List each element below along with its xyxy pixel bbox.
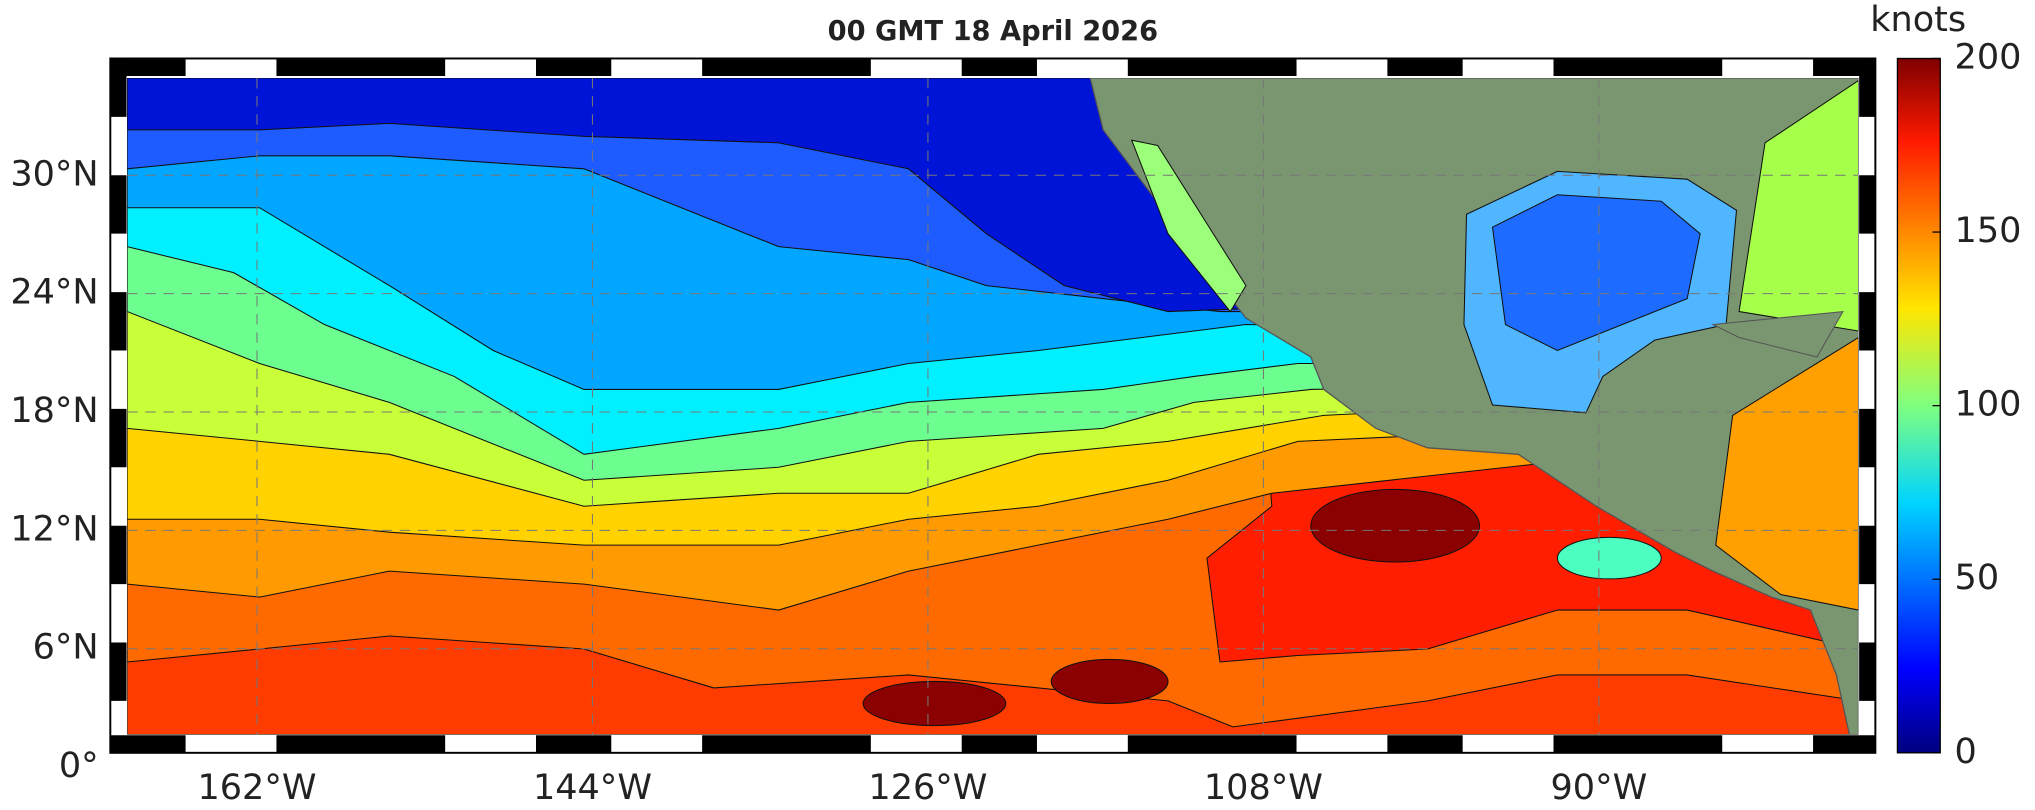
colorbar-label: knots xyxy=(1870,0,1966,40)
y-tick-label: 30°N xyxy=(10,153,98,194)
colorbar-tick-label: 100 xyxy=(1955,384,2022,425)
x-tick-label: 126°W xyxy=(868,767,987,808)
x-tick-label: 162°W xyxy=(197,767,316,808)
x-tick-label: 90°W xyxy=(1551,767,1648,808)
x-tick-label: 144°W xyxy=(533,767,652,808)
colorbar-tick-label: 50 xyxy=(1955,557,2000,598)
y-tick-label: 18°N xyxy=(10,390,98,431)
colorbar-tick-label: 0 xyxy=(1955,731,1977,772)
colorbar-tick-label: 150 xyxy=(1955,210,2022,251)
y-tick-label: 6°N xyxy=(33,627,99,668)
colorbar-tick-label: 200 xyxy=(1955,36,2022,77)
y-tick-label: 0° xyxy=(59,745,99,786)
map-title: 00 GMT 18 April 2026 xyxy=(828,16,1158,47)
x-tick-label: 108°W xyxy=(1204,767,1323,808)
tick-layer: 162°W 144°W 126°W 108°W 90°W 0° 6°N 12°N 18°N 24°… xyxy=(10,153,1647,808)
frame-checkers xyxy=(109,58,1877,753)
y-tick-label: 24°N xyxy=(10,272,98,313)
y-tick-label: 12°N xyxy=(10,508,98,549)
wind-field xyxy=(127,77,1859,735)
grid-layer xyxy=(127,77,1859,735)
